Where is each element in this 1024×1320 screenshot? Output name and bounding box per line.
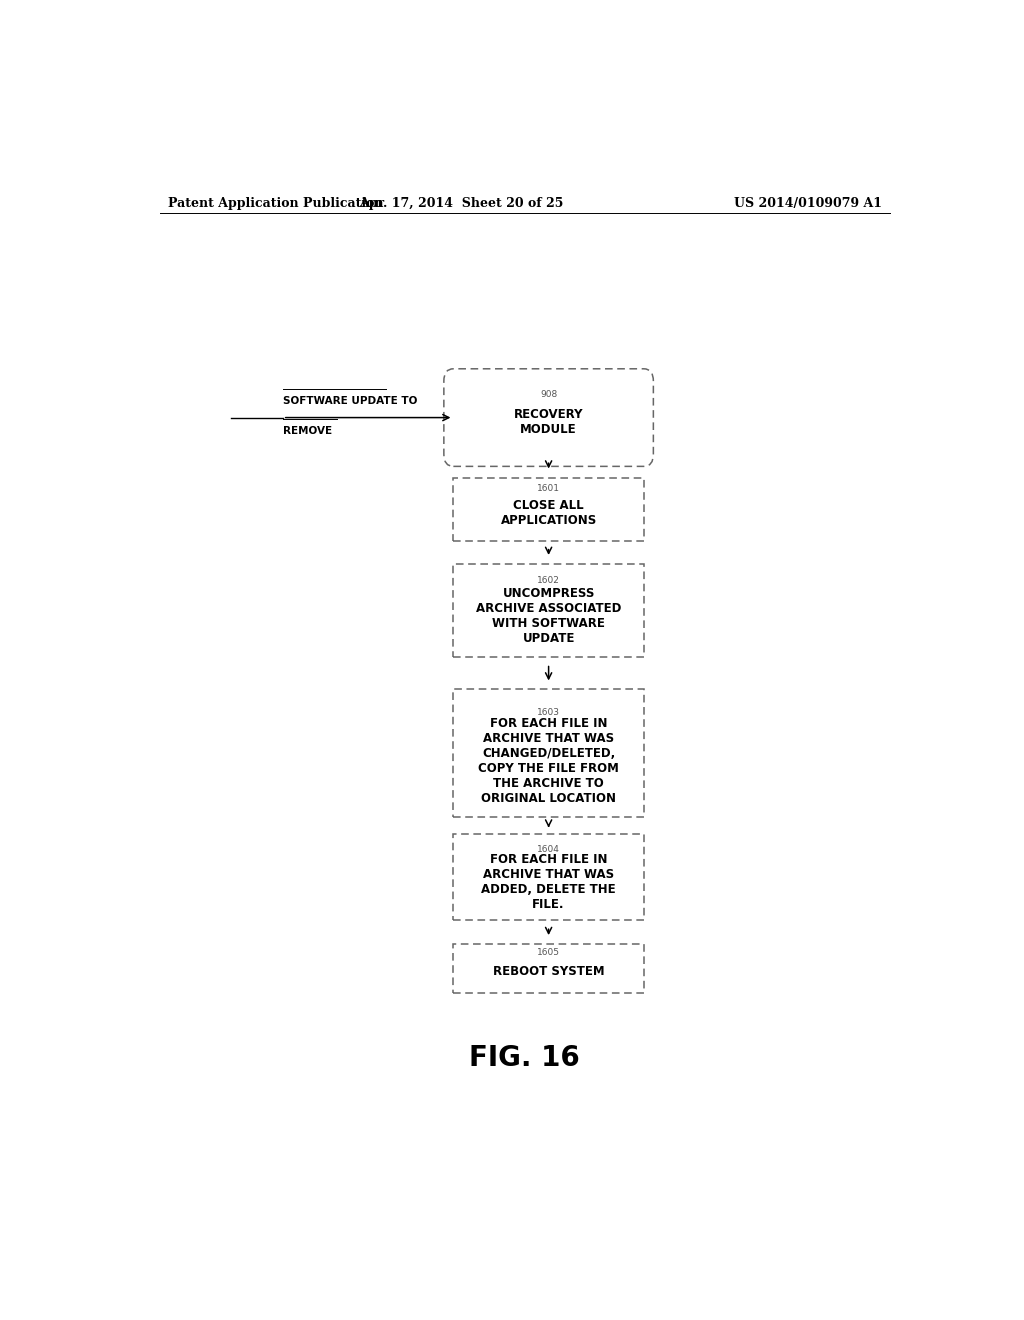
FancyBboxPatch shape	[443, 368, 653, 466]
Text: FOR EACH FILE IN
ARCHIVE THAT WAS
CHANGED/DELETED,
COPY THE FILE FROM
THE ARCHIV: FOR EACH FILE IN ARCHIVE THAT WAS CHANGE…	[478, 717, 620, 805]
Text: US 2014/0109079 A1: US 2014/0109079 A1	[734, 197, 882, 210]
FancyBboxPatch shape	[454, 478, 644, 541]
Text: REBOOT SYSTEM: REBOOT SYSTEM	[493, 965, 604, 978]
Text: REMOVE: REMOVE	[283, 426, 332, 436]
Text: 908: 908	[540, 389, 557, 399]
FancyBboxPatch shape	[454, 834, 644, 920]
Text: 1605: 1605	[538, 948, 560, 957]
Text: Apr. 17, 2014  Sheet 20 of 25: Apr. 17, 2014 Sheet 20 of 25	[359, 197, 563, 210]
Text: 1604: 1604	[538, 845, 560, 854]
Text: CLOSE ALL
APPLICATIONS: CLOSE ALL APPLICATIONS	[501, 499, 597, 527]
FancyBboxPatch shape	[454, 689, 644, 817]
Text: SOFTWARE UPDATE TO: SOFTWARE UPDATE TO	[283, 396, 417, 407]
Text: UNCOMPRESS
ARCHIVE ASSOCIATED
WITH SOFTWARE
UPDATE: UNCOMPRESS ARCHIVE ASSOCIATED WITH SOFTW…	[476, 587, 622, 645]
Text: FIG. 16: FIG. 16	[469, 1044, 581, 1072]
FancyBboxPatch shape	[454, 944, 644, 993]
Text: 1601: 1601	[538, 484, 560, 494]
Text: 1602: 1602	[538, 577, 560, 585]
Text: Patent Application Publication: Patent Application Publication	[168, 197, 383, 210]
Text: RECOVERY
MODULE: RECOVERY MODULE	[514, 408, 584, 436]
Text: 1603: 1603	[538, 708, 560, 717]
FancyBboxPatch shape	[454, 564, 644, 657]
Text: FOR EACH FILE IN
ARCHIVE THAT WAS
ADDED, DELETE THE
FILE.: FOR EACH FILE IN ARCHIVE THAT WAS ADDED,…	[481, 853, 615, 911]
